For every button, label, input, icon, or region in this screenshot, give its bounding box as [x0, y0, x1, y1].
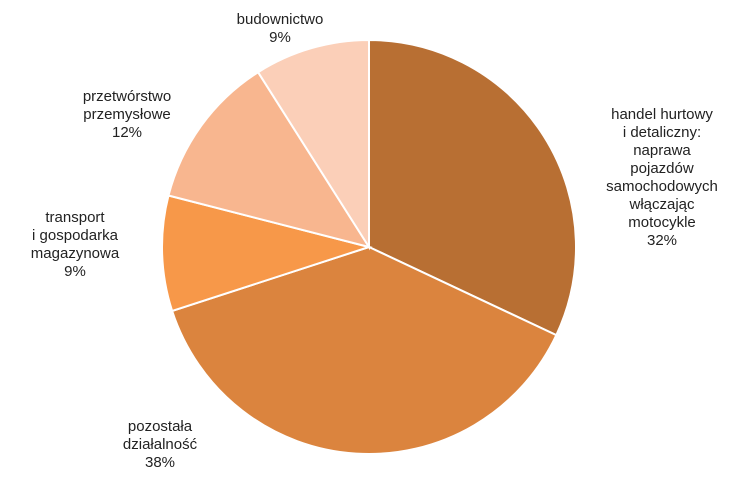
slice-percent: 12%: [111, 124, 143, 141]
slice-manufacturing: [167, 70, 372, 249]
slice-percent: 38%: [144, 454, 176, 471]
slice-name-line: naprawa: [633, 142, 691, 159]
slice-construction: [256, 38, 370, 251]
slice-name-line: działalność: [122, 436, 198, 453]
slice-name-line: samochodowych: [606, 178, 718, 195]
slice-label-construction: budownictwo 9%: [220, 11, 340, 47]
slice-name-line: przetwórstwo: [82, 88, 172, 105]
slice-name-line: i gospodarka: [32, 227, 118, 244]
slice-name-line: włączając: [629, 196, 695, 213]
slice-name-line: pojazdów: [630, 160, 694, 177]
slice-other: [170, 245, 558, 456]
slice-label-transport: transport i gospodarka magazynowa 9%: [10, 209, 140, 281]
slice-name-line: przemysłowe: [83, 106, 171, 123]
slice-trade: [368, 38, 577, 337]
slice-transport: [161, 194, 373, 313]
slice-percent: 9%: [269, 29, 291, 46]
slice-percent: 32%: [646, 232, 678, 249]
slice-name-line: motocykle: [628, 214, 696, 231]
slice-label-trade: handel hurtowy i detaliczny: naprawa poj…: [587, 106, 737, 250]
slice-name-line: magazynowa: [30, 245, 120, 262]
slice-label-other: pozostała działalność 38%: [100, 418, 220, 472]
slice-name-line: transport: [45, 209, 105, 226]
slice-name-line: handel hurtowy: [611, 106, 713, 123]
slice-name-line: budownictwo: [236, 11, 324, 28]
slice-label-manufacturing: przetwórstwo przemysłowe 12%: [62, 88, 192, 142]
slice-name-line: pozostała: [127, 418, 193, 435]
slice-percent: 9%: [64, 263, 86, 280]
slice-name-line: i detaliczny:: [622, 124, 702, 141]
